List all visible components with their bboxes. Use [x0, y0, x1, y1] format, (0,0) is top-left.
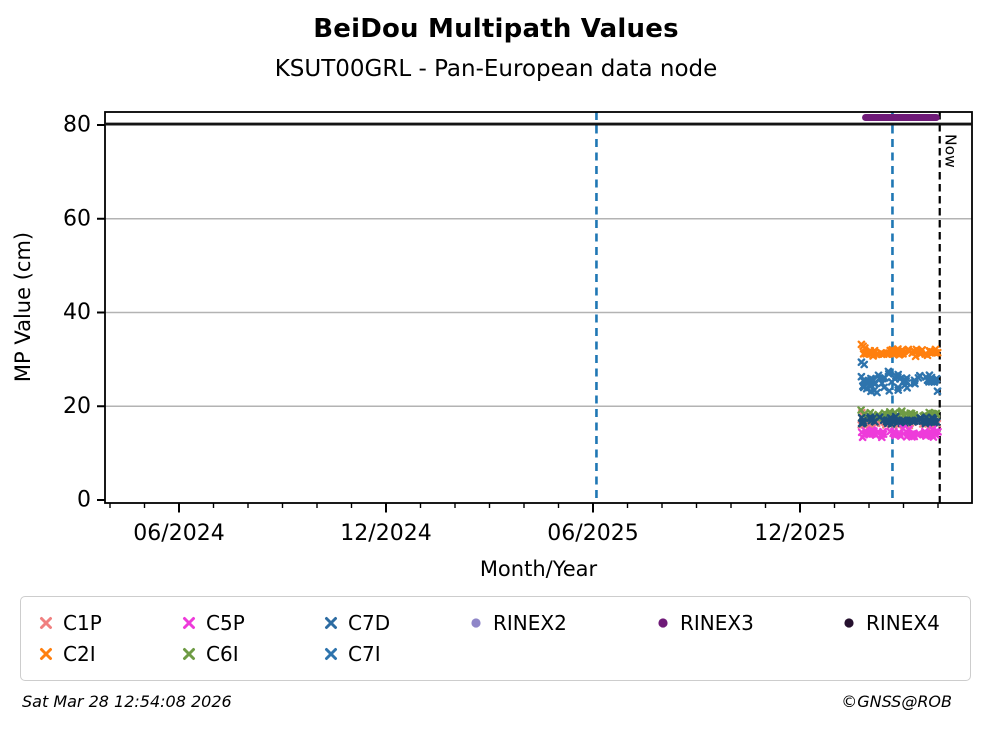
legend-item-C2I: C2I [39, 644, 182, 664]
dot-marker-icon [658, 618, 668, 628]
gridlines [105, 218, 972, 407]
legend-item-C5P: C5P [182, 613, 324, 633]
y-tick-label: 0 [77, 488, 91, 513]
y-tick-label: 80 [63, 113, 91, 138]
plot-border [104, 111, 973, 504]
x-marker-icon [325, 648, 337, 661]
series-C7I [857, 358, 942, 397]
legend-label: C6I [206, 642, 239, 667]
x-tick-label: 12/2024 [340, 521, 431, 546]
event-vlines [595, 112, 941, 503]
x-marker-icon [40, 648, 52, 661]
y-axis: 0 20 40 60 80 [63, 113, 105, 513]
x-tick-label: 06/2024 [133, 521, 224, 546]
x-tick-label: 12/2025 [754, 521, 845, 546]
legend-item-C7D: C7D [324, 613, 469, 633]
legend-item-RINEX3: RINEX3 [656, 613, 842, 633]
legend-label: RINEX3 [680, 610, 754, 635]
series-C5P [857, 424, 942, 442]
dot-marker-icon [844, 618, 854, 628]
series-C7D [857, 412, 941, 428]
legend-item-RINEX2: RINEX2 [469, 613, 656, 633]
data-series [857, 340, 942, 442]
rinex-era-lines [104, 114, 972, 126]
legend-item-C6I: C6I [182, 644, 324, 664]
x-marker-icon [183, 648, 195, 661]
x-axis: 06/2024 12/2024 06/2025 12/2025 [109, 503, 939, 546]
chart-subtitle: KSUT00GRL - Pan-European data node [274, 56, 718, 82]
legend-label: C7I [348, 642, 381, 667]
legend-label: C5P [206, 610, 245, 635]
plot-timestamp: Sat Mar 28 12:54:08 2026 [22, 692, 232, 711]
legend: C1P C5P C7D RINEX2 RINEX3 RINEX4 C2I C6I C7I [20, 596, 971, 681]
x-axis-label: Month/Year [480, 557, 598, 581]
chart-title: BeiDou Multipath Values [313, 14, 679, 44]
x-marker-icon [325, 616, 337, 629]
y-tick-label: 20 [63, 394, 91, 419]
credit-label: ©GNSS@ROB [841, 692, 952, 711]
x-marker-icon [40, 616, 52, 629]
legend-label: RINEX4 [866, 610, 940, 635]
legend-item-RINEX4: RINEX4 [842, 613, 970, 633]
legend-label: RINEX2 [493, 610, 567, 635]
x-marker-icon [183, 616, 195, 629]
dot-marker-icon [471, 618, 481, 628]
legend-item-C7I: C7I [324, 644, 469, 664]
x-tick-label: 06/2025 [547, 521, 638, 546]
chart-canvas: 0 20 40 60 80 06/2024 12/2024 06/2025 12/2025 Mon… [11, 111, 973, 581]
y-tick-label: 40 [63, 300, 91, 325]
y-tick-label: 60 [63, 206, 91, 231]
y-axis-label: MP Value (cm) [11, 232, 35, 382]
legend-label: C7D [348, 610, 391, 635]
legend-label: C2I [63, 642, 96, 667]
legend-item-C1P: C1P [39, 613, 182, 633]
legend-label: C1P [63, 610, 102, 635]
series-C2I [857, 340, 942, 361]
now-label: Now [942, 134, 960, 168]
